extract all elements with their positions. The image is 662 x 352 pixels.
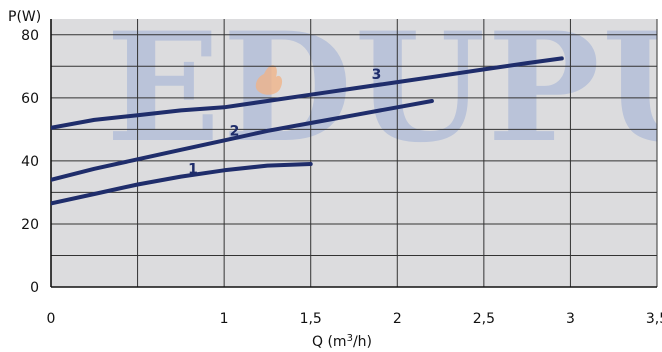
y-tick-label: 20 — [21, 217, 39, 233]
x-tick-label: 0 — [47, 311, 56, 327]
x-tick-label: 3,5 — [646, 311, 662, 327]
y-tick-label: 80 — [21, 28, 39, 44]
x-tick-label: 1,5 — [300, 311, 322, 327]
curve-label-3: 3 — [372, 67, 382, 83]
x-axis-label-main: Q (m — [312, 334, 347, 350]
y-tick-label: 60 — [21, 91, 39, 107]
x-tick-label: 1 — [220, 311, 229, 327]
x-tick-label: 2 — [393, 311, 402, 327]
x-axis-label-tail: /h) — [353, 334, 372, 350]
x-axis-label-superscript: 3 — [347, 333, 353, 344]
x-tick-label: 2,5 — [473, 311, 495, 327]
y-tick-label: 40 — [21, 154, 39, 170]
plot-area — [51, 19, 657, 287]
y-axis-label: P(W) — [8, 9, 41, 25]
curve-label-2: 2 — [230, 124, 240, 140]
y-tick-label: 0 — [30, 280, 39, 296]
curve-label-1: 1 — [188, 161, 198, 177]
series-line-2 — [51, 99, 434, 182]
series-line-1 — [51, 162, 313, 206]
series-group — [51, 56, 564, 206]
watermark-flame-icon — [255, 65, 283, 95]
x-axis-label: Q (m3/h) — [312, 333, 372, 350]
x-tick-label: 3 — [566, 311, 575, 327]
series-line-3 — [51, 56, 564, 130]
